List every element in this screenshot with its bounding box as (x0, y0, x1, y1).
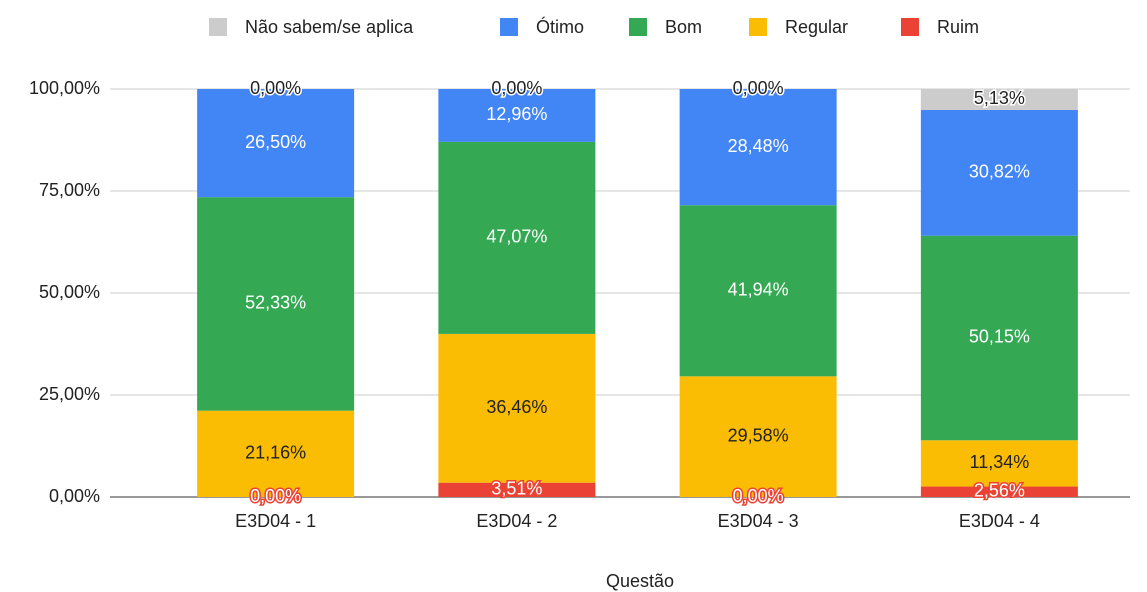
y-tick-label: 75,00% (39, 180, 100, 200)
data-label: 0,00% (491, 78, 542, 98)
data-label: 26,50% (245, 132, 306, 152)
y-tick-label: 50,00% (39, 282, 100, 302)
x-tick-label: E3D04 - 2 (476, 511, 557, 531)
bar-segment (197, 89, 355, 198)
x-tick-label: E3D04 - 1 (235, 511, 316, 531)
y-tick-label: 100,00% (29, 78, 100, 98)
data-label: 50,15% (969, 327, 1030, 347)
x-axis-title: Questão (606, 571, 674, 591)
legend-label: Ótimo (536, 16, 584, 37)
data-label: 30,82% (969, 162, 1030, 182)
y-tick-label: 0,00% (49, 486, 100, 506)
x-tick-label: E3D04 - 3 (718, 511, 799, 531)
data-label: 41,94% (728, 280, 789, 300)
y-tick-label: 25,00% (39, 384, 100, 404)
bar-segment (679, 376, 837, 497)
bar-segment (679, 89, 837, 206)
data-label: 0,00% (250, 78, 301, 98)
data-label: 52,33% (245, 293, 306, 313)
legend-swatch (749, 18, 767, 36)
data-label: 0,00% (733, 78, 784, 98)
bar-segment (920, 235, 1078, 441)
bar-segment (920, 486, 1078, 497)
data-label: 12,96% (486, 104, 547, 124)
legend-label: Bom (665, 17, 702, 37)
legend-swatch (901, 18, 919, 36)
bar-segment (197, 410, 355, 497)
legend-label: Ruim (937, 17, 979, 37)
data-label: 36,46% (486, 397, 547, 417)
data-label: 0,00% (733, 486, 784, 506)
data-label: 21,16% (245, 443, 306, 463)
legend-swatch (209, 18, 227, 36)
bar-segment (438, 482, 596, 497)
legend-swatch (629, 18, 647, 36)
bar-segment (438, 333, 596, 483)
bar-segment (679, 205, 837, 377)
data-label: 29,58% (728, 425, 789, 445)
bar-segment (438, 89, 596, 142)
legend-label: Regular (785, 17, 848, 37)
data-label: 11,34% (970, 452, 1030, 472)
data-label: 0,00% (250, 486, 301, 506)
data-label: 3,51% (491, 479, 542, 499)
data-label: 28,48% (728, 136, 789, 156)
bar-segment (920, 109, 1078, 236)
x-tick-label: E3D04 - 4 (959, 511, 1040, 531)
bar-segment (197, 197, 355, 411)
data-label: 5,13% (974, 88, 1025, 108)
bar-segment (920, 89, 1078, 110)
legend-swatch (500, 18, 518, 36)
data-label: 2,56% (974, 481, 1025, 501)
data-label: 47,07% (486, 227, 547, 247)
legend-label: Não sabem/se aplica (245, 17, 414, 37)
bar-segment (920, 440, 1078, 487)
bar-segment (438, 141, 596, 334)
